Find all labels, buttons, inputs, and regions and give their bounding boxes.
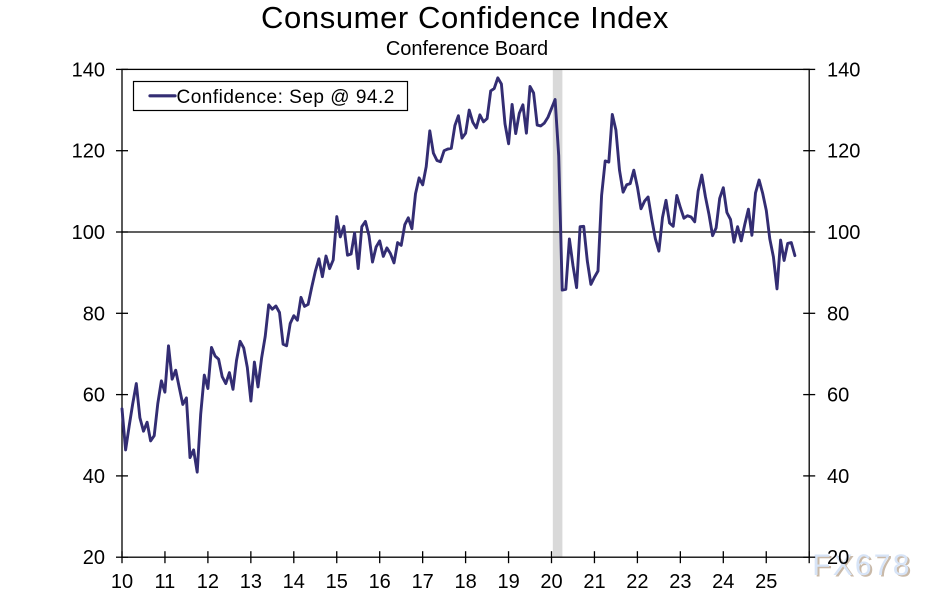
svg-text:20: 20 — [827, 547, 849, 569]
svg-text:Consumer Confidence Index: Consumer Confidence Index — [261, 0, 669, 35]
svg-text:14: 14 — [283, 571, 305, 593]
svg-text:120: 120 — [827, 141, 860, 163]
svg-text:25: 25 — [755, 571, 777, 593]
svg-text:60: 60 — [83, 385, 105, 407]
svg-text:60: 60 — [827, 385, 849, 407]
svg-text:12: 12 — [197, 571, 219, 593]
svg-text:15: 15 — [326, 571, 348, 593]
svg-text:20: 20 — [540, 571, 562, 593]
svg-text:24: 24 — [712, 571, 734, 593]
svg-text:18: 18 — [454, 571, 476, 593]
svg-text:FX678: FX678 — [812, 549, 911, 582]
svg-text:20: 20 — [83, 547, 105, 569]
svg-text:140: 140 — [827, 59, 860, 81]
svg-text:13: 13 — [240, 571, 262, 593]
svg-text:80: 80 — [83, 303, 105, 325]
svg-text:140: 140 — [72, 59, 105, 81]
svg-text:40: 40 — [827, 466, 849, 488]
svg-text:11: 11 — [155, 571, 176, 593]
svg-text:100: 100 — [72, 222, 105, 244]
svg-text:120: 120 — [72, 141, 105, 163]
svg-text:10: 10 — [111, 571, 133, 593]
svg-text:FX678: FX678 — [814, 551, 913, 584]
svg-text:100: 100 — [827, 222, 860, 244]
svg-text:Confidence: Sep @ 94.2: Confidence: Sep @ 94.2 — [177, 87, 395, 108]
svg-text:80: 80 — [827, 303, 849, 325]
svg-text:22: 22 — [626, 571, 648, 593]
svg-text:40: 40 — [83, 466, 105, 488]
svg-text:21: 21 — [583, 571, 605, 593]
svg-text:19: 19 — [497, 571, 519, 593]
svg-text:Conference Board: Conference Board — [386, 38, 548, 60]
svg-text:23: 23 — [669, 571, 691, 593]
svg-text:17: 17 — [412, 571, 434, 593]
svg-text:16: 16 — [369, 571, 391, 593]
